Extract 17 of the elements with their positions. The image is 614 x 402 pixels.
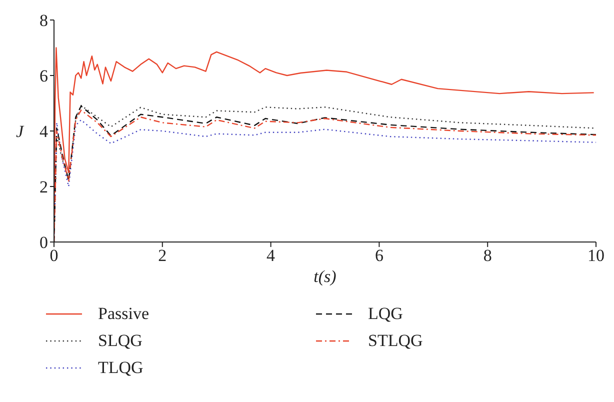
x-axis-title: t(s) xyxy=(314,267,337,286)
y-tick-label: 8 xyxy=(40,11,48,30)
x-tick-label: 6 xyxy=(374,246,384,266)
x-tick-label: 2 xyxy=(158,246,167,266)
legend-label: LQG xyxy=(367,304,404,324)
x-tick-label: 4 xyxy=(266,246,276,266)
y-tick-label: 6 xyxy=(40,66,48,86)
y-tick-label: 4 xyxy=(40,122,48,142)
legend-label: SLQG xyxy=(97,330,144,350)
legend-label: STLQG xyxy=(367,330,424,350)
legend-label: TLQG xyxy=(97,358,144,378)
legend-label: Passive xyxy=(97,304,150,324)
x-tick-label: 10 xyxy=(588,246,604,266)
x-tick-label: 8 xyxy=(483,246,492,266)
y-tick-label: 0 xyxy=(40,233,48,252)
y-axis-title: J xyxy=(16,122,25,142)
y-tick-label: 2 xyxy=(40,178,48,197)
